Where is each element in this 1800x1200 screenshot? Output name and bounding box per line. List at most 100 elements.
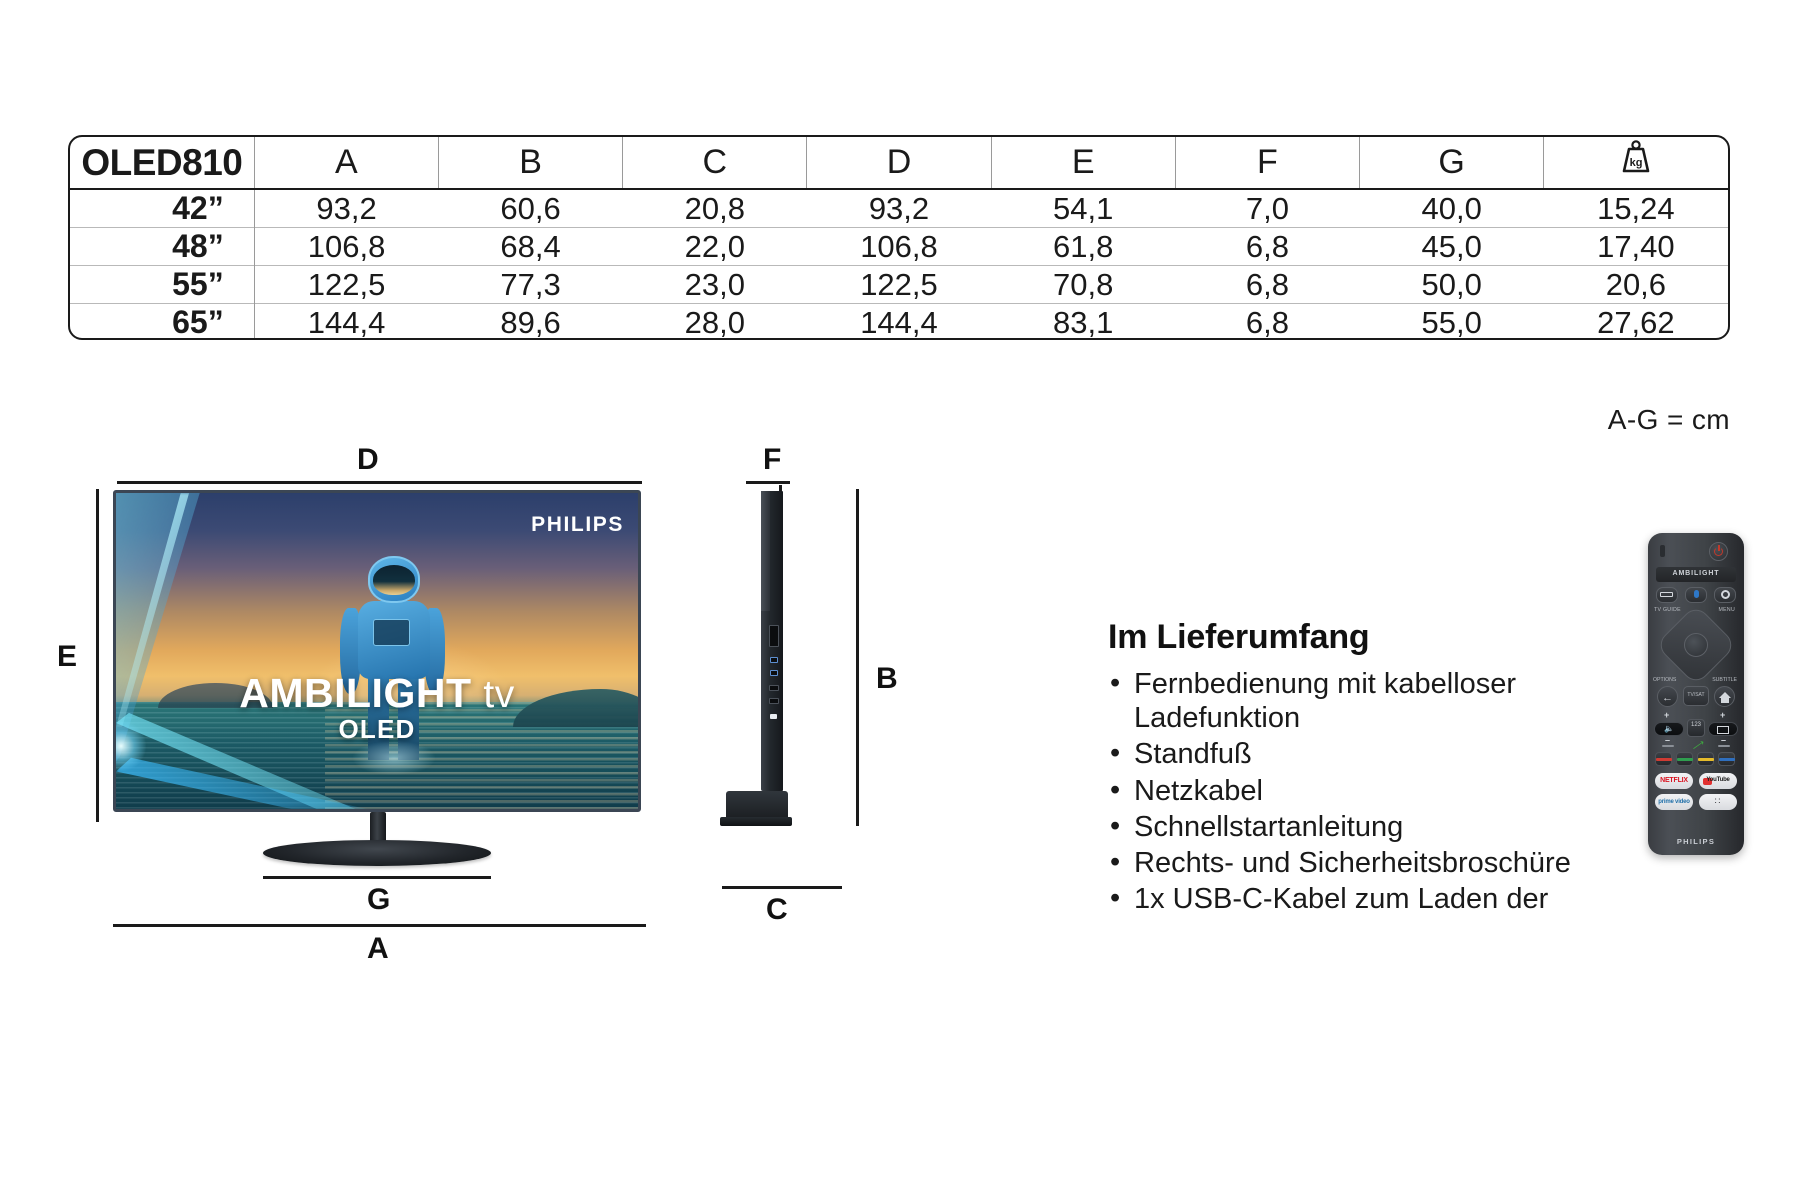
dimension-rule-g (263, 876, 491, 879)
cell-42-d: 93,2 (868, 190, 930, 226)
netflix-label: NETFLIX (1660, 777, 1688, 784)
dimension-rule-c (722, 886, 842, 889)
cell-48-c: 22,0 (622, 227, 807, 266)
astronaut-leg-right (397, 674, 419, 761)
channel-list-icon (1717, 726, 1729, 734)
channel-down-label[interactable]: – (1721, 735, 1727, 745)
ir-emitter (1660, 545, 1665, 557)
row-size-65: 65” (70, 303, 255, 338)
ok-button[interactable] (1684, 633, 1708, 657)
color-strip-red (1656, 758, 1672, 761)
tv-front-view: PHILIPS AMBILIGHT tv OLED (113, 490, 641, 812)
cell-55-b: 77,3 (438, 265, 623, 304)
volume-up-label[interactable]: + (1664, 710, 1670, 720)
menu-label: MENU (1718, 607, 1735, 613)
astronaut-leg-left (367, 674, 389, 761)
prime-video-label: prime video (1658, 799, 1690, 805)
dimension-rule-a (113, 924, 646, 927)
mute-icon: 🔈 (1664, 724, 1674, 733)
cell-55-f: 6,8 (1175, 265, 1360, 304)
column-header-g: G (1359, 137, 1545, 190)
port-usb-2 (770, 670, 778, 676)
table-row: 42” 93,2 60,6 20,8 93,2 54,1 7,0 40,0 15… (70, 189, 1728, 228)
back-arrow-icon: ← (1662, 692, 1673, 704)
numpad-button[interactable] (1687, 719, 1705, 737)
source-button[interactable] (1656, 587, 1678, 603)
row-size-48: 48” (70, 227, 255, 266)
dimension-label-f: F (763, 443, 782, 476)
list-item: Netzkabel (1108, 773, 1628, 808)
list-item: Rechts- und Sicherheitsbroschüre (1108, 845, 1628, 880)
port-ci-slot (769, 625, 779, 647)
color-strip-yellow (1698, 758, 1714, 761)
cell-42-e: 54,1 (1053, 190, 1114, 226)
power-icon-stem (1718, 545, 1720, 551)
port-hdmi-1 (769, 685, 779, 691)
options-label: OPTIONS (1653, 677, 1677, 683)
column-header-a: A (254, 137, 439, 190)
apps-button[interactable] (1699, 794, 1737, 810)
ambilight-button-label: AMBILIGHT (1672, 570, 1720, 577)
tvguide-label: TV GUIDE (1654, 607, 1681, 613)
table-row: 65” 144,4 89,6 28,0 144,4 83,1 6,8 55,0 … (70, 303, 1728, 338)
tvsat-button[interactable] (1683, 686, 1709, 706)
cell-48-g: 45,0 (1359, 227, 1544, 266)
cell-65-d: 144,4 (806, 303, 992, 338)
cell-55-e: 70,8 (991, 265, 1176, 304)
cell-55-d: 122,5 (806, 265, 992, 304)
back-button[interactable] (1657, 686, 1678, 707)
youtube-button[interactable] (1699, 773, 1737, 789)
port-usb-1 (770, 657, 778, 663)
mute-button[interactable] (1654, 722, 1684, 736)
column-header-f: F (1175, 137, 1361, 190)
cell-55-weight: 20,6 (1543, 265, 1728, 304)
cell-42-g: 40,0 (1421, 190, 1482, 226)
remote-philips-brand: PHILIPS (1676, 837, 1716, 846)
tv-word: tv (483, 673, 515, 717)
power-icon (1714, 547, 1723, 556)
row-size-42: 42” (70, 189, 255, 228)
channel-list-button[interactable] (1708, 722, 1738, 736)
included-panel: Im Lieferumfang Fernbedienung mit kabell… (1108, 618, 1628, 919)
column-header-c: C (622, 137, 808, 190)
list-item: Fernbedienung mit kabelloser Ladefunktio… (1108, 666, 1628, 735)
spec-table: OLED810 A B C D E F G kg (68, 135, 1730, 340)
netflix-button[interactable] (1655, 773, 1693, 789)
prime-video-button[interactable] (1655, 794, 1693, 810)
dimension-rule-d (117, 481, 642, 484)
water-splash (352, 740, 436, 776)
cell-48-d: 106,8 (806, 227, 992, 266)
column-header-weight: kg (1543, 137, 1728, 190)
green-arrow-icon: ⟶ (1690, 737, 1707, 753)
tv-stand-base (263, 840, 491, 866)
dimensions-table: OLED810 A B C D E F G kg (70, 137, 1728, 338)
volume-down-label[interactable]: – (1665, 735, 1671, 745)
column-header-b: B (438, 137, 624, 190)
cell-48-e: 61,8 (991, 227, 1176, 266)
table-row: 55” 122,5 77,3 23,0 122,5 70,8 6,8 50,0 … (70, 265, 1728, 304)
column-header-e: E (991, 137, 1176, 190)
dimension-label-c: C (766, 893, 788, 926)
astronaut-chest-panel (372, 618, 411, 647)
cell-65-c: 28,0 (622, 303, 807, 338)
cell-65-e: 83,1 (991, 303, 1176, 338)
port-hdmi-2 (769, 698, 779, 704)
included-list: Fernbedienung mit kabelloser Ladefunktio… (1108, 666, 1628, 917)
astronaut-figure (330, 556, 455, 776)
svg-text:kg: kg (1630, 157, 1643, 169)
tv-screen-image: PHILIPS AMBILIGHT tv OLED (116, 493, 638, 809)
cell-48-b: 68,4 (438, 227, 623, 266)
ambilight-headline: AMBILIGHT tv (116, 670, 638, 717)
tv-side-thin-top (761, 491, 770, 611)
channel-up-label[interactable]: + (1720, 710, 1726, 720)
ambilight-button[interactable] (1656, 567, 1736, 582)
ambilight-word: AMBILIGHT (239, 670, 472, 717)
dimension-label-a: A (367, 932, 389, 965)
cell-65-f: 6,8 (1175, 303, 1360, 338)
microphone-icon (1694, 590, 1699, 598)
oled-subhead: OLED (338, 714, 416, 745)
included-title: Im Lieferumfang (1108, 618, 1370, 656)
cell-48-f: 6,8 (1175, 227, 1360, 266)
dimension-label-e: E (57, 640, 78, 673)
philips-logo: PHILIPS (531, 513, 624, 536)
